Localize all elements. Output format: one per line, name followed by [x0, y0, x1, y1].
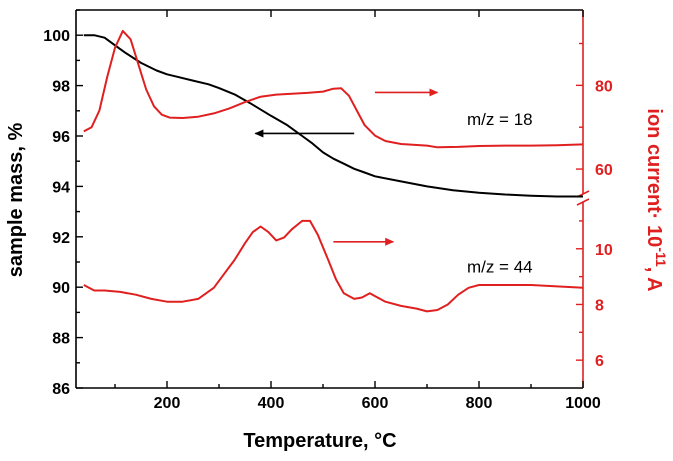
right-y-axis-title-main: ion current· 10: [643, 108, 665, 247]
left-y-tick-label: 100: [43, 28, 70, 45]
x-tick-label: 400: [258, 395, 285, 412]
right-y-tick-label: 6: [595, 353, 604, 370]
x-tick-label: 800: [466, 395, 493, 412]
left-y-axis-title: sample mass, %: [5, 123, 27, 278]
right-y-tick-label: 8: [595, 297, 604, 314]
x-tick-label: 200: [154, 395, 181, 412]
left-y-tick-label: 90: [52, 280, 70, 297]
left-y-tick-label: 88: [52, 331, 70, 348]
right-y-tick-label: 10: [595, 242, 613, 259]
right-y-axis-title-exp: -11: [653, 247, 669, 267]
plot-annotations: m/z = 18 m/z = 44: [254, 88, 533, 276]
right-y-axis-title-unit: , A: [643, 267, 665, 292]
ion-current-curve: [83, 219, 584, 313]
series-annotation: m/z = 44: [467, 257, 533, 276]
right-y-tick-label: 80: [595, 78, 613, 95]
ion-current-curve: [83, 29, 584, 149]
left-y-tick-label: 92: [52, 230, 70, 247]
left-y-tick-label: 94: [52, 179, 70, 196]
series-annotation: m/z = 18: [467, 110, 533, 129]
left-y-tick-label: 96: [52, 129, 70, 146]
mass-loss-curve: [83, 34, 583, 198]
x-axis-title: Temperature, °C: [243, 430, 396, 452]
right-y-tick-label: 60: [595, 162, 613, 179]
plot-axes: 200 400 600 800 1000 86 88 90 92 94 96 98 100 60 80 6 8 1…: [43, 9, 613, 412]
axis-break-mark: [576, 198, 590, 206]
x-tick-label: 1000: [565, 395, 601, 412]
x-tick-label: 600: [362, 395, 389, 412]
left-y-tick-label: 98: [52, 79, 70, 96]
right-y-axis-title: ion current· 10-11, A: [643, 108, 669, 291]
plot-series: [83, 29, 584, 313]
left-y-tick-label: 86: [52, 381, 70, 398]
